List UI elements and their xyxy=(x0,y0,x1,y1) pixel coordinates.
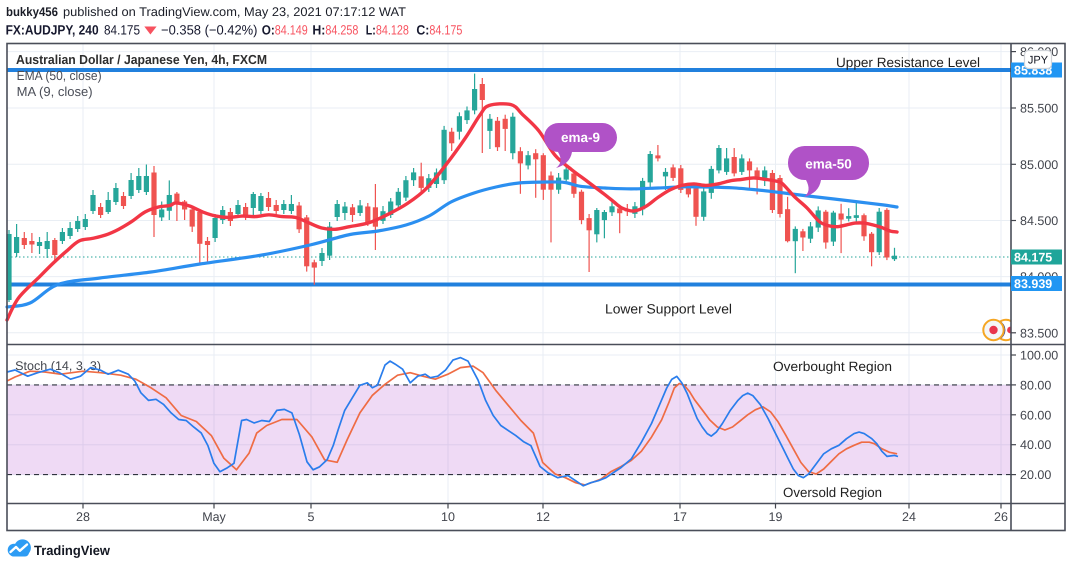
svg-text:85.500: 85.500 xyxy=(1020,102,1058,116)
svg-text:17: 17 xyxy=(673,510,687,524)
svg-text:83.500: 83.500 xyxy=(1020,326,1058,340)
svg-text:L:: L: xyxy=(366,23,376,38)
svg-text:100.00: 100.00 xyxy=(1020,349,1058,363)
svg-text:bukky456: bukky456 xyxy=(6,5,58,19)
svg-text:Lower Support Level: Lower Support Level xyxy=(605,302,732,317)
svg-text:84.149: 84.149 xyxy=(275,23,308,38)
svg-text:24: 24 xyxy=(902,510,916,524)
svg-text:May: May xyxy=(202,510,226,524)
svg-text:ema-9: ema-9 xyxy=(561,130,600,145)
svg-text:Upper Resistance Level: Upper Resistance Level xyxy=(836,55,980,70)
svg-text:ema-50: ema-50 xyxy=(805,157,852,172)
svg-text:20.00: 20.00 xyxy=(1020,468,1051,482)
svg-text:10: 10 xyxy=(441,510,455,524)
svg-text:FX:AUDJPY, 240: FX:AUDJPY, 240 xyxy=(6,23,99,38)
svg-text:84.258: 84.258 xyxy=(325,23,358,38)
svg-text:Australian Dollar / Japanese Y: Australian Dollar / Japanese Yen, 4h, FX… xyxy=(16,52,267,67)
svg-text:H:: H: xyxy=(312,23,325,38)
svg-text:TradingView: TradingView xyxy=(34,543,110,558)
svg-text:84.175: 84.175 xyxy=(1014,251,1052,265)
svg-text:83.939: 83.939 xyxy=(1014,277,1052,291)
svg-text:84.175: 84.175 xyxy=(429,23,462,38)
svg-text:19: 19 xyxy=(769,510,783,524)
svg-text:84.175: 84.175 xyxy=(104,23,140,38)
svg-text:12: 12 xyxy=(536,510,550,524)
svg-text:Overbought Region: Overbought Region xyxy=(773,359,892,374)
svg-text:MA (9, close): MA (9, close) xyxy=(17,84,93,99)
svg-text:JPY: JPY xyxy=(1028,55,1049,67)
svg-text:40.00: 40.00 xyxy=(1020,438,1051,452)
svg-text:26: 26 xyxy=(994,510,1008,524)
svg-text:−0.358 (−0.42%): −0.358 (−0.42%) xyxy=(161,23,258,38)
svg-text:EMA (50, close): EMA (50, close) xyxy=(17,68,102,83)
svg-text:84.128: 84.128 xyxy=(376,23,409,38)
svg-text:O:: O: xyxy=(262,23,275,38)
svg-text:published on TradingView.com,: published on TradingView.com, May 23, 20… xyxy=(63,5,406,19)
svg-text:60.00: 60.00 xyxy=(1020,408,1051,422)
svg-text:Stoch (14, 3, 3): Stoch (14, 3, 3) xyxy=(15,359,101,373)
svg-text:80.00: 80.00 xyxy=(1020,378,1051,392)
svg-text:85.000: 85.000 xyxy=(1020,158,1058,172)
svg-text:Oversold Region: Oversold Region xyxy=(783,485,882,500)
svg-text:C:: C: xyxy=(416,23,429,38)
svg-text:28: 28 xyxy=(76,510,90,524)
svg-text:5: 5 xyxy=(308,510,315,524)
svg-text:84.500: 84.500 xyxy=(1020,214,1058,228)
